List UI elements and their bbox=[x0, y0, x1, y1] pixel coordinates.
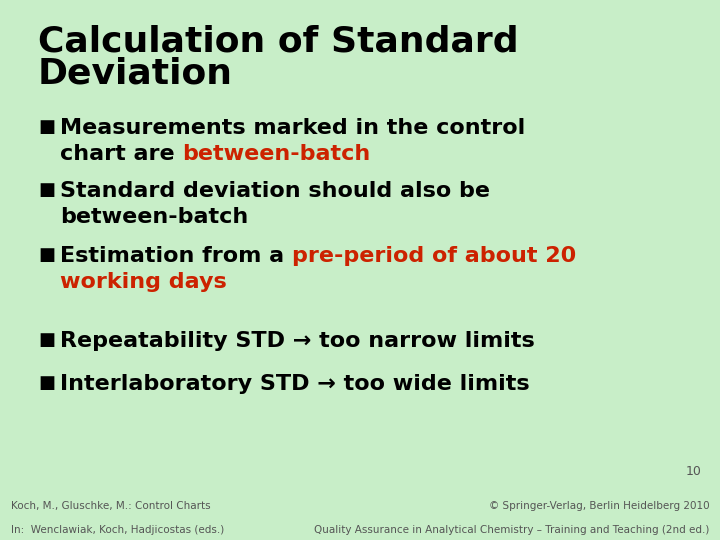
Text: ■: ■ bbox=[38, 246, 55, 264]
Text: Koch, M., Gluschke, M.: Control Charts: Koch, M., Gluschke, M.: Control Charts bbox=[11, 501, 210, 511]
Text: chart are: chart are bbox=[60, 144, 182, 164]
Text: Measurements marked in the control: Measurements marked in the control bbox=[60, 118, 526, 138]
Text: between-batch: between-batch bbox=[182, 144, 371, 164]
Text: 10: 10 bbox=[686, 465, 702, 478]
Text: Calculation of Standard: Calculation of Standard bbox=[38, 24, 518, 58]
Text: pre-period of about 20: pre-period of about 20 bbox=[292, 246, 576, 266]
Text: working days: working days bbox=[60, 272, 227, 292]
Text: In:  Wenclawiak, Koch, Hadjicostas (eds.): In: Wenclawiak, Koch, Hadjicostas (eds.) bbox=[11, 525, 224, 535]
Text: © Springer-Verlag, Berlin Heidelberg 2010: © Springer-Verlag, Berlin Heidelberg 201… bbox=[489, 501, 709, 511]
Text: Interlaboratory STD → too wide limits: Interlaboratory STD → too wide limits bbox=[60, 374, 530, 394]
Text: Standard deviation should also be: Standard deviation should also be bbox=[60, 181, 490, 201]
Text: Repeatability STD → too narrow limits: Repeatability STD → too narrow limits bbox=[60, 331, 535, 351]
Text: Quality Assurance in Analytical Chemistry – Training and Teaching (2nd ed.): Quality Assurance in Analytical Chemistr… bbox=[314, 525, 709, 535]
Text: ■: ■ bbox=[38, 331, 55, 349]
Text: Estimation from a: Estimation from a bbox=[60, 246, 292, 266]
Text: ■: ■ bbox=[38, 118, 55, 136]
Text: Deviation: Deviation bbox=[38, 56, 233, 90]
Text: between-batch: between-batch bbox=[60, 207, 248, 227]
Text: ■: ■ bbox=[38, 181, 55, 199]
Text: ■: ■ bbox=[38, 374, 55, 392]
